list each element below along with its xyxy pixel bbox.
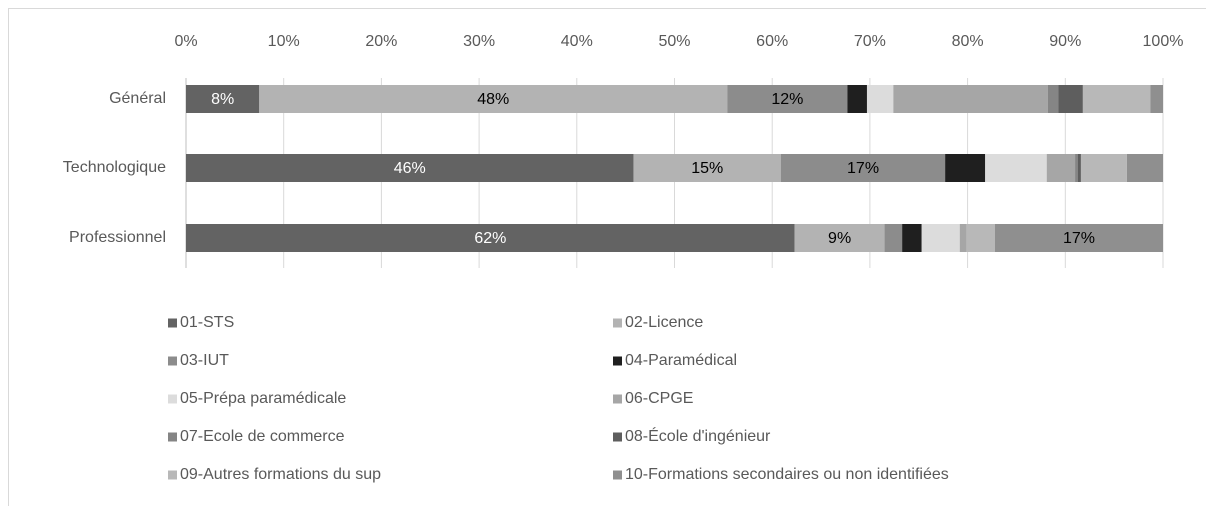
bar-segment <box>994 224 1163 252</box>
legend-swatch <box>613 470 622 480</box>
x-tick-label: 50% <box>658 33 690 50</box>
bar-segment <box>866 85 894 113</box>
bar-segment <box>186 224 795 252</box>
legend-swatch <box>168 318 177 328</box>
data-label: 46% <box>394 160 426 177</box>
legend-swatch <box>168 432 177 442</box>
legend-swatch <box>613 394 622 404</box>
bar-segment <box>902 224 922 252</box>
legend-label: 08-École d'ingénieur <box>625 426 771 445</box>
bar-segment <box>727 85 848 113</box>
bar-segment <box>259 85 728 113</box>
bar-segment <box>884 224 903 252</box>
bar-segment <box>186 85 260 113</box>
legend-label: 10-Formations secondaires ou non identif… <box>625 466 949 483</box>
legend-label: 01-STS <box>180 314 234 331</box>
y-tick-label: Technologique <box>63 159 166 176</box>
bar-segment <box>1058 85 1083 113</box>
bar-segment <box>893 85 1048 113</box>
x-tick-label: 90% <box>1049 33 1081 50</box>
bar-segment <box>985 154 1047 182</box>
data-label: 9% <box>828 230 851 247</box>
bar-segment <box>633 154 781 182</box>
bar-segment <box>1075 154 1079 182</box>
bar-segment <box>1047 85 1059 113</box>
bar-segment <box>1078 154 1081 182</box>
bar-segment <box>1046 154 1076 182</box>
bar-segment <box>794 224 885 252</box>
x-tick-label: 10% <box>268 33 300 50</box>
data-label: 17% <box>847 160 879 177</box>
y-tick-label: Général <box>109 90 166 107</box>
bar-segment <box>1126 154 1163 182</box>
x-tick-label: 20% <box>365 33 397 50</box>
legend-label: 03-IUT <box>180 352 229 369</box>
bar-segment <box>847 85 867 113</box>
legend-label: 05-Prépa paramédicale <box>180 390 346 407</box>
bar-segment <box>1150 85 1163 113</box>
bar-segment <box>945 154 986 182</box>
x-tick-label: 0% <box>174 33 197 50</box>
x-tick-label: 30% <box>463 33 495 50</box>
data-label: 48% <box>477 91 509 108</box>
bar-segment <box>921 224 960 252</box>
legend-swatch <box>613 432 622 442</box>
bar-segment <box>1080 154 1127 182</box>
legend-label: 06-CPGE <box>625 390 693 407</box>
legend-swatch <box>613 356 622 366</box>
data-label: 17% <box>1063 230 1095 247</box>
x-tick-label: 40% <box>561 33 593 50</box>
legend-label: 07-Ecole de commerce <box>180 428 345 445</box>
legend-label: 04-Paramédical <box>625 352 737 369</box>
bar-segment <box>186 154 634 182</box>
x-tick-label: 80% <box>952 33 984 50</box>
bar-segment <box>780 154 946 182</box>
y-tick-label: Professionnel <box>69 229 166 246</box>
legend-swatch <box>613 318 622 328</box>
x-tick-label: 60% <box>756 33 788 50</box>
bar-segment <box>959 224 967 252</box>
data-label: 12% <box>771 91 803 108</box>
data-label: 8% <box>211 91 234 108</box>
bar-segment <box>1082 85 1151 113</box>
legend-label: 02-Licence <box>625 314 703 331</box>
data-label: 62% <box>474 230 506 247</box>
data-label: 15% <box>691 160 723 177</box>
x-tick-label: 100% <box>1143 33 1184 50</box>
legend-swatch <box>168 356 177 366</box>
x-tick-label: 70% <box>854 33 886 50</box>
legend-swatch <box>168 394 177 404</box>
bar-segment <box>966 224 995 252</box>
legend-swatch <box>168 470 177 480</box>
legend-label: 09-Autres formations du sup <box>180 466 381 483</box>
chart-border <box>8 8 1206 506</box>
